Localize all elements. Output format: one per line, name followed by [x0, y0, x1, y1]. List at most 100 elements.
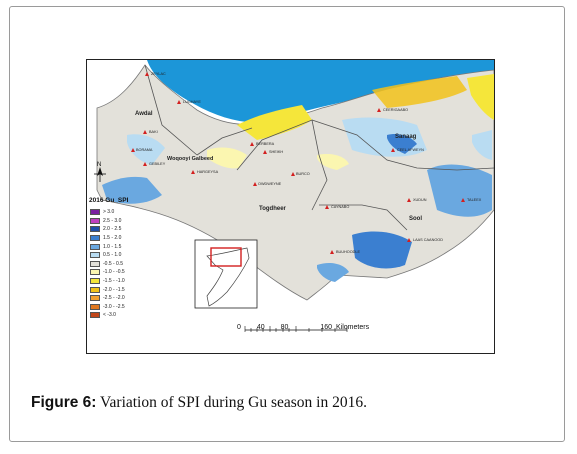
- figure-caption: Figure 6: Variation of SPI during Gu sea…: [31, 394, 367, 412]
- scale-tick-0: 0: [237, 324, 241, 331]
- town-label-lughaye: LUGHAYE: [183, 100, 201, 104]
- legend-swatch: [90, 269, 100, 276]
- wet-patch-8: [472, 130, 492, 160]
- legend-swatch: [90, 295, 100, 302]
- town-label-buuhoodle: BUUHOODLE: [336, 250, 361, 254]
- dry-patch-3: [467, 74, 494, 120]
- legend-swatch: [90, 303, 100, 310]
- dry-patch-5: [317, 154, 349, 170]
- boundary-togdheer: [236, 119, 328, 211]
- map-svg: Awdal Woqooyi Galbeed Togdheer Sanaag So…: [87, 60, 494, 353]
- town-marker-buuhoodle: [330, 250, 334, 254]
- town-label-berbera: BERBERA: [256, 142, 275, 146]
- town-label-zeylac: ZEYLAC: [151, 72, 166, 76]
- north-arrow-icon: N: [94, 162, 106, 182]
- town-marker-berbera: [250, 142, 254, 146]
- legend-item: 1.5 - 2.0: [90, 234, 125, 243]
- town-marker-gebiley: [143, 162, 147, 166]
- town-marker-borama: [131, 148, 135, 152]
- legend-item: > 3.0: [90, 208, 125, 217]
- legend-label: -3.0 - -2.5: [103, 303, 125, 310]
- town-marker-caynabo: [325, 205, 329, 209]
- town-label-caynabo: CAYNABO: [331, 205, 349, 209]
- boundary-sool: [319, 204, 408, 231]
- legend-label: < -3.0: [103, 312, 116, 319]
- legend: > 3.0 2.5 - 3.0 2.0 - 2.5 1.5 - 2.0 1.0 - 1.…: [90, 208, 125, 320]
- town-marker-ceerigaabo: [377, 108, 381, 112]
- wet-patch-5: [427, 164, 492, 217]
- town-marker-laas-caanood: [407, 238, 411, 242]
- town-marker-burco: [291, 172, 295, 176]
- town-label-xudun: XUDUN: [413, 198, 427, 202]
- legend-item: 1.0 - 1.5: [90, 242, 125, 251]
- legend-swatch: [90, 286, 100, 293]
- boundary-woqooyi: [196, 127, 253, 156]
- dry-patch-2: [372, 76, 467, 108]
- legend-swatch: [90, 260, 100, 267]
- region-label-sanaag: Sanaag: [395, 134, 417, 140]
- town-label-ceerigaabo: CEERIGAABO: [383, 108, 408, 112]
- legend-label: 2.5 - 3.0: [103, 217, 122, 224]
- town-label-borama: BORAMA: [136, 148, 153, 152]
- legend-item: 2.5 - 3.0: [90, 217, 125, 226]
- legend-label: -1.0 - -0.5: [103, 269, 125, 276]
- town-label-laas-caanood: LAAS CAANOOD: [413, 238, 443, 242]
- legend-item: < -3.0: [90, 311, 125, 320]
- legend-swatch: [90, 209, 100, 216]
- dry-patch-1: [237, 105, 312, 140]
- town-label-baki: BAKI: [149, 130, 158, 134]
- wet-patch-2: [127, 134, 165, 165]
- legend-swatch: [90, 312, 100, 319]
- legend-label: > 3.0: [103, 209, 115, 216]
- legend-swatch: [90, 252, 100, 259]
- legend-item: -1.0 - -0.5: [90, 268, 125, 277]
- region-label-woqooyi-galbeed: Woqooyi Galbeed: [167, 156, 213, 162]
- town-marker-ceel-afweyn: [391, 148, 395, 152]
- town-marker-lughaye: [177, 100, 181, 104]
- legend-label: 2.0 - 2.5: [103, 226, 122, 233]
- legend-swatch: [90, 217, 100, 224]
- town-label-gebiley: GEBILEY: [149, 162, 166, 166]
- legend-swatch: [90, 243, 100, 250]
- town-marker-baki: [143, 130, 147, 134]
- legend-item: -2.0 - -1.5: [90, 285, 125, 294]
- wet-patch-1: [102, 176, 162, 204]
- legend-label: 1.5 - 2.0: [103, 235, 122, 242]
- figure-frame: Awdal Woqooyi Galbeed Togdheer Sanaag So…: [9, 6, 565, 442]
- north-arrow: N: [93, 160, 107, 189]
- boundary-awdal: [144, 64, 198, 156]
- legend-item: -3.0 - -2.5: [90, 303, 125, 312]
- legend-label: -2.0 - -1.5: [103, 286, 125, 293]
- legend-swatch: [90, 235, 100, 242]
- legend-item: 0.5 - 1.0: [90, 251, 125, 260]
- town-marker-xudun: [407, 198, 411, 202]
- legend-label: -0.5 - 0.5: [103, 260, 124, 267]
- scale-bar: [244, 326, 348, 332]
- town-marker-zeylac: [145, 72, 149, 76]
- inset-highlight: [210, 247, 242, 267]
- wet-patch-4: [387, 134, 417, 154]
- legend-item: 2.0 - 2.5: [90, 225, 125, 234]
- scale-unit: Kilometers: [336, 324, 370, 331]
- scale-tick-40: 40: [256, 324, 265, 331]
- town-marker-sheikh: [263, 150, 267, 154]
- town-marker-hargeysa: [191, 170, 195, 174]
- legend-swatch: [90, 226, 100, 233]
- town-label-ceel-afweyn: CEEL AFWEYN: [397, 148, 424, 152]
- legend-title: 2016 Gu_SPI: [89, 197, 129, 204]
- region-label-togdheer: Togdheer: [259, 206, 287, 212]
- scale-labels: 0 40 80 160 Kilometers: [237, 324, 369, 331]
- map-panel: Awdal Woqooyi Galbeed Togdheer Sanaag So…: [86, 59, 495, 354]
- town-label-hargeysa: HARGEYSA: [197, 170, 219, 174]
- town-label-sheikh: SHEIKH: [269, 150, 283, 154]
- wet-patch-7: [317, 262, 349, 282]
- town-label-burco: BURCO: [296, 172, 310, 176]
- boundary-sanaag: [311, 119, 494, 171]
- region-label-awdal: Awdal: [135, 111, 153, 117]
- legend-label: -2.5 - -2.0: [103, 295, 125, 302]
- inset-map: [194, 239, 258, 309]
- wet-patch-6: [352, 231, 412, 269]
- caption-text: Variation of SPI during Gu season in 201…: [96, 394, 367, 411]
- town-marker-owdweyne: [253, 182, 257, 186]
- scale-tick-80: 80: [280, 324, 289, 331]
